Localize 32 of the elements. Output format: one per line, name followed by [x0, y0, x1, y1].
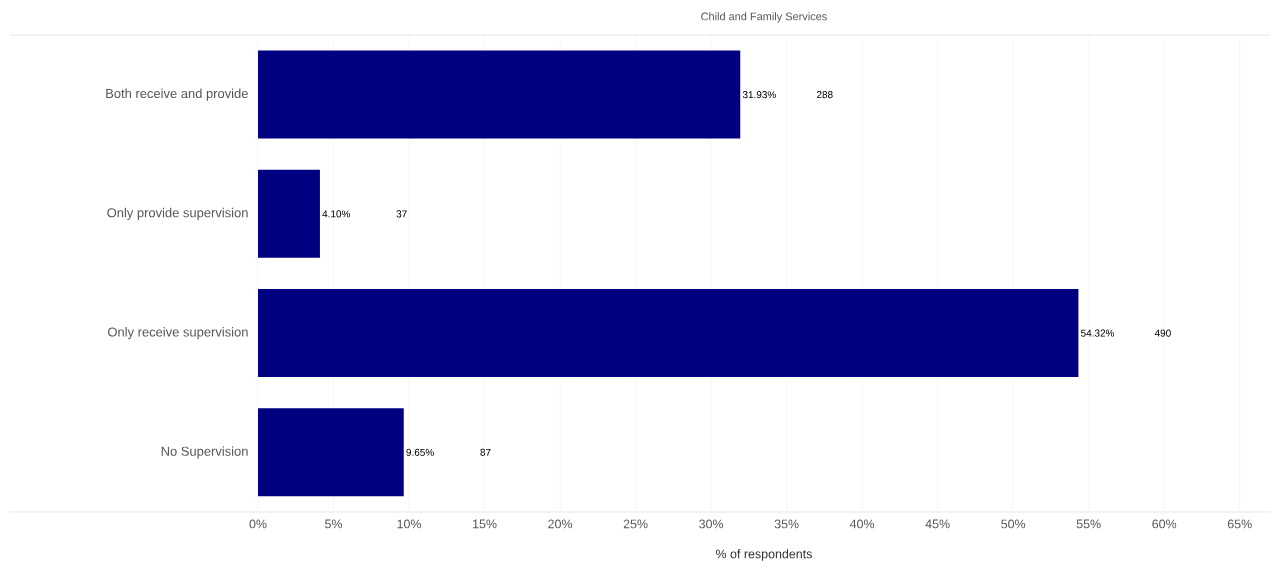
x-tick-label: 60%: [1152, 519, 1177, 529]
bar: [258, 169, 320, 258]
data-label: 31.93%: [742, 91, 776, 99]
x-tick-label: 55%: [1076, 519, 1101, 529]
y-tick-label: Only provide supervision: [107, 207, 248, 220]
x-tick-label: 25%: [623, 519, 648, 529]
x-tick-label: 10%: [397, 519, 422, 529]
y-tick-label: Only receive supervision: [108, 327, 248, 340]
x-axis-title: % of respondents: [715, 549, 812, 561]
annotation: 87: [480, 448, 491, 456]
x-tick-label: 15%: [473, 519, 497, 529]
annotation: 490: [1154, 329, 1171, 337]
data-label: 4.10%: [322, 210, 351, 218]
data-label: 54.32%: [1081, 329, 1115, 337]
chart-title: Child and Family Services: [701, 12, 827, 23]
annotation: 288: [816, 91, 833, 99]
y-tick-label: Both receive and provide: [106, 88, 248, 101]
bar: [258, 289, 1079, 378]
x-tick-label: 45%: [925, 519, 950, 529]
x-tick-label: 35%: [774, 519, 799, 529]
bar: [258, 50, 741, 139]
x-tick-label: 65%: [1227, 519, 1252, 529]
data-label: 9.65%: [406, 448, 434, 456]
x-tick-label: 5%: [325, 519, 343, 529]
x-tick-label: 40%: [849, 519, 875, 529]
x-tick-label: 0%: [249, 519, 267, 529]
bar: [258, 408, 404, 497]
annotation: 37: [396, 210, 407, 218]
y-tick-label: No Supervision: [161, 446, 248, 459]
x-tick-label: 50%: [1001, 519, 1026, 529]
x-tick-label: 30%: [699, 519, 724, 529]
x-tick-label: 20%: [548, 519, 573, 529]
